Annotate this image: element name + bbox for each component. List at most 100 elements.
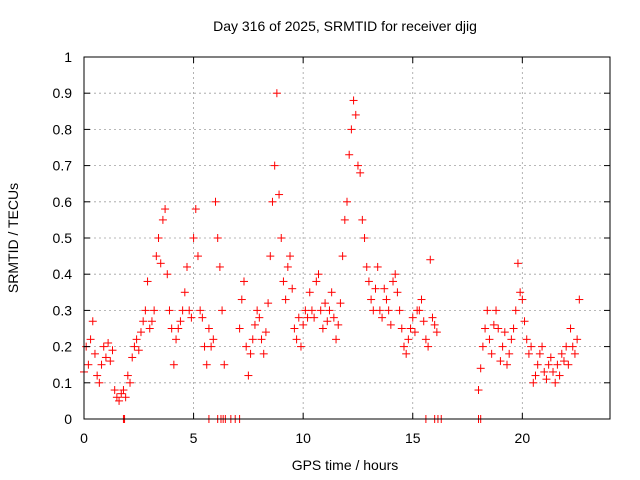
data-point	[386, 320, 395, 329]
data-point	[242, 342, 251, 351]
data-point	[406, 324, 415, 333]
data-point	[494, 324, 503, 333]
y-tick-label: 1	[64, 49, 72, 65]
data-point	[209, 335, 218, 344]
data-point	[215, 262, 224, 271]
data-point	[220, 360, 229, 369]
data-point	[546, 353, 555, 362]
data-point	[553, 360, 562, 369]
data-point	[531, 371, 540, 380]
axes: 00.10.20.30.40.50.60.70.80.910 5 10 15 20	[53, 49, 610, 446]
data-point	[213, 234, 222, 242]
data-point	[283, 262, 292, 271]
data-point	[551, 378, 560, 387]
data-point	[430, 320, 439, 329]
data-point	[378, 313, 387, 322]
data-point	[90, 349, 99, 358]
data-point	[485, 335, 494, 344]
y-tick-label: 0.9	[53, 85, 73, 101]
data-point	[246, 349, 255, 358]
data-point	[384, 306, 393, 315]
data-point	[538, 342, 547, 351]
y-tick-label: 0.7	[53, 158, 73, 174]
data-point	[520, 317, 529, 326]
data-point	[255, 313, 264, 322]
x-tick-label: 15	[405, 430, 421, 446]
data-point	[108, 346, 117, 355]
data-point	[428, 313, 437, 322]
x-tick-label: 10	[295, 430, 311, 446]
data-point	[176, 317, 185, 326]
data-point	[336, 299, 345, 308]
data-point	[492, 306, 501, 315]
data-point	[500, 328, 509, 337]
data-point	[544, 360, 553, 369]
data-point	[426, 255, 435, 264]
data-point	[349, 96, 358, 105]
data-point	[358, 215, 367, 224]
data-point	[318, 324, 327, 333]
data-point	[97, 360, 106, 369]
data-point	[145, 324, 154, 333]
data-point	[487, 349, 496, 358]
data-point	[279, 277, 288, 286]
data-point	[380, 284, 389, 293]
data-point	[367, 295, 376, 304]
data-point	[362, 262, 371, 271]
data-point	[290, 324, 299, 333]
data-point	[235, 324, 244, 333]
data-point	[323, 317, 332, 326]
data-point	[196, 306, 205, 315]
x-tick-label: 5	[190, 430, 198, 446]
data-point	[415, 306, 424, 315]
data-point	[393, 288, 402, 297]
data-point	[395, 306, 404, 315]
data-point	[316, 306, 325, 315]
data-point	[123, 371, 132, 380]
data-point	[248, 335, 257, 344]
data-point	[566, 324, 575, 333]
data-point	[314, 270, 323, 279]
data-point	[496, 357, 505, 366]
y-tick-label: 0.5	[53, 230, 73, 246]
data-point	[575, 295, 584, 304]
data-point	[239, 277, 248, 286]
data-point	[432, 328, 441, 337]
data-point	[373, 262, 382, 271]
data-point	[211, 197, 220, 206]
data-point	[419, 317, 428, 326]
data-point	[356, 168, 365, 177]
data-point	[410, 328, 419, 337]
data-point	[557, 349, 566, 358]
data-point	[518, 295, 527, 304]
data-point	[88, 317, 97, 326]
data-point	[259, 349, 268, 358]
data-point	[86, 335, 95, 344]
data-point	[509, 324, 518, 333]
data-point	[101, 353, 110, 362]
data-point	[187, 313, 196, 322]
data-point	[104, 338, 113, 347]
data-point	[147, 317, 156, 326]
data-point	[402, 349, 411, 358]
data-point	[172, 335, 181, 344]
data-point	[408, 313, 417, 322]
data-point	[165, 306, 174, 315]
data-point	[93, 371, 102, 380]
data-point	[549, 367, 558, 376]
data-point	[158, 215, 167, 224]
data-point	[307, 306, 316, 315]
data-point	[270, 161, 279, 170]
data-point	[424, 342, 433, 351]
data-point	[143, 277, 152, 286]
y-tick-label: 0.6	[53, 194, 73, 210]
x-tick-label: 0	[80, 430, 88, 446]
x-axis-label: GPS time / hours	[292, 457, 399, 473]
data-point	[329, 313, 338, 322]
data-point	[397, 324, 406, 333]
data-point	[202, 360, 211, 369]
chart-title: Day 316 of 2025, SRMTID for receiver dji…	[213, 18, 477, 34]
data-point	[522, 335, 531, 344]
data-point	[535, 349, 544, 358]
data-point	[505, 349, 514, 358]
